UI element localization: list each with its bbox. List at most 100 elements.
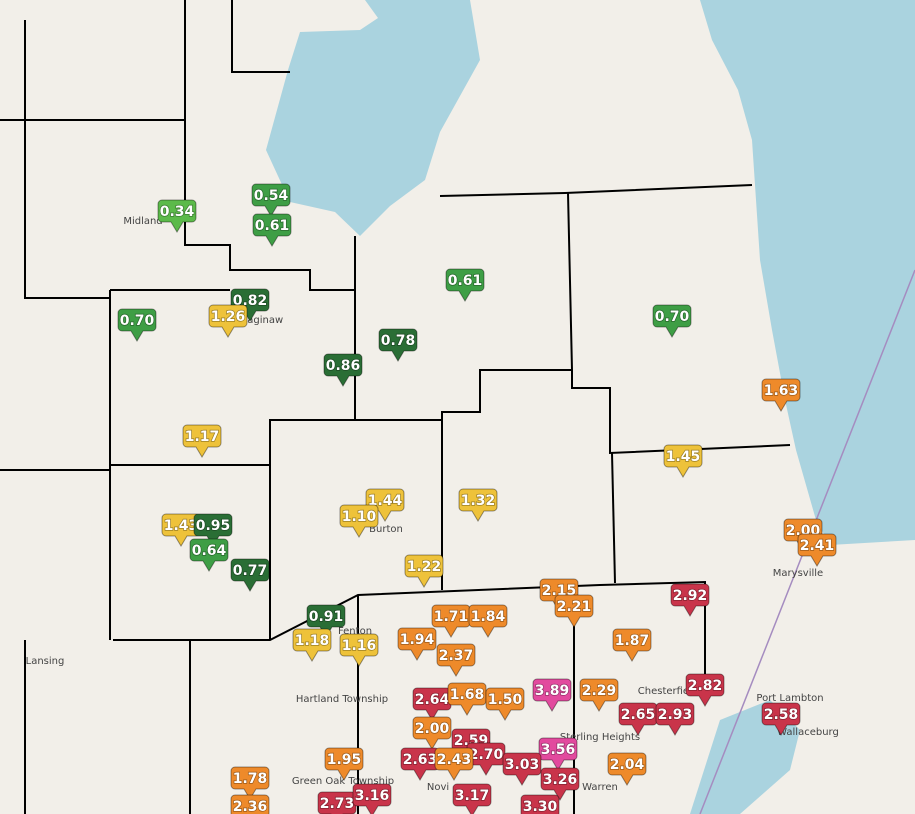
marker-pin [502, 752, 542, 786]
marker-pin [520, 794, 560, 814]
marker[interactable]: 0.70 [652, 304, 692, 338]
lake-huron [700, 0, 915, 545]
marker-label: 3.17 [455, 788, 490, 804]
marker[interactable]: 1.50 [485, 687, 525, 721]
marker[interactable]: 2.00 [412, 716, 452, 750]
marker[interactable]: 2.82 [685, 673, 725, 707]
marker-pin [761, 378, 801, 412]
marker[interactable]: 0.86 [323, 353, 363, 387]
marker[interactable]: 3.30 [520, 794, 560, 814]
marker[interactable]: 0.61 [252, 213, 292, 247]
marker[interactable]: 3.16 [352, 783, 392, 814]
marker-label: 0.95 [196, 518, 231, 534]
marker[interactable]: 1.94 [397, 627, 437, 661]
marker-label: 3.89 [535, 683, 570, 699]
marker-label: 2.82 [688, 678, 723, 694]
marker-pin [251, 183, 291, 217]
marker[interactable]: 0.95 [193, 513, 233, 547]
marker[interactable]: 2.59 [451, 728, 491, 762]
marker-pin [612, 628, 652, 662]
place-label: Marysville [773, 568, 823, 579]
marker[interactable]: 1.26 [208, 304, 248, 338]
marker-label: 2.63 [403, 752, 438, 768]
markers: 0.340.540.610.610.820.70 1.260.780.860.70… [117, 183, 837, 814]
marker[interactable]: 0.70 [117, 308, 157, 342]
marker[interactable]: 2.65 [618, 702, 658, 736]
marker-pin [447, 682, 487, 716]
marker-label: 0.34 [160, 204, 195, 220]
marker[interactable]: 0.34 [157, 199, 197, 233]
marker[interactable]: 0.64 [189, 538, 229, 572]
marker[interactable]: 1.16 [339, 633, 379, 667]
marker-label: 2.43 [437, 752, 472, 768]
marker-label: 1.50 [488, 692, 523, 708]
marker[interactable]: 0.77 [230, 558, 270, 592]
marker-pin [538, 737, 578, 771]
marker-label: 2.70 [469, 747, 504, 763]
place-label: Green Oak Township [292, 776, 394, 787]
marker[interactable]: 1.44 [365, 488, 405, 522]
marker-pin [663, 444, 703, 478]
marker[interactable]: 2.73 [317, 791, 357, 814]
place-label: Warren [582, 782, 618, 793]
marker[interactable]: 2.04 [607, 752, 647, 786]
marker-label: 1.10 [342, 509, 377, 525]
marker[interactable]: 1.43 [161, 513, 201, 547]
marker[interactable]: 3.17 [452, 783, 492, 814]
marker-label: 2.36 [233, 799, 268, 814]
marker[interactable]: 0.61 [445, 268, 485, 302]
marker[interactable]: 2.93 [655, 702, 695, 736]
marker[interactable]: 2.64 [412, 687, 452, 721]
marker[interactable]: 3.26 [540, 767, 580, 801]
marker[interactable]: 1.10 [339, 504, 379, 538]
marker[interactable]: 2.41 [797, 533, 837, 567]
marker[interactable]: 2.21 [554, 594, 594, 628]
marker-label: 1.95 [327, 752, 362, 768]
marker-label: 2.93 [658, 707, 693, 723]
marker[interactable]: 1.18 [292, 628, 332, 662]
marker-label: 0.70 [120, 313, 155, 329]
marker[interactable]: 1.17 [182, 424, 222, 458]
marker[interactable]: 2.29 [579, 678, 619, 712]
marker[interactable]: 1.45 [663, 444, 703, 478]
marker-pin [397, 627, 437, 661]
place-label: Novi [427, 782, 449, 793]
marker[interactable]: 1.71 [431, 604, 471, 638]
marker-label: 0.54 [254, 188, 289, 204]
marker[interactable]: 1.84 [468, 604, 508, 638]
place-label: Saginaw [241, 315, 283, 326]
marker[interactable]: 2.63 [400, 747, 440, 781]
marker[interactable]: 3.03 [502, 752, 542, 786]
marker[interactable]: 2.43 [434, 747, 474, 781]
marker-label: 2.58 [764, 707, 799, 723]
marker[interactable]: 0.78 [378, 328, 418, 362]
marker-pin [339, 504, 379, 538]
marker[interactable]: 1.32 [458, 488, 498, 522]
marker[interactable]: 2.92 [670, 583, 710, 617]
marker-label: 1.94 [400, 632, 435, 648]
marker-label: 2.65 [621, 707, 656, 723]
marker[interactable]: 3.56 [538, 737, 578, 771]
marker[interactable]: 1.87 [612, 628, 652, 662]
marker-label: 3.30 [523, 799, 558, 814]
marker[interactable]: 1.78 [230, 766, 270, 800]
marker-pin [230, 766, 270, 800]
marker[interactable]: 1.95 [324, 747, 364, 781]
marker-pin [670, 583, 710, 617]
marker[interactable]: 3.89 [532, 678, 572, 712]
marker-pin [540, 767, 580, 801]
marker[interactable]: 2.70 [466, 742, 506, 776]
marker[interactable]: 0.54 [251, 183, 291, 217]
marker[interactable]: 1.63 [761, 378, 801, 412]
marker[interactable]: 1.22 [404, 554, 444, 588]
marker-pin [292, 628, 332, 662]
saginaw-bay [266, 0, 480, 236]
marker[interactable]: 2.58 [761, 702, 801, 736]
marker[interactable]: 2.36 [230, 794, 270, 814]
marker[interactable]: 2.37 [436, 643, 476, 677]
marker-label: 0.91 [309, 609, 344, 625]
marker[interactable]: 1.68 [447, 682, 487, 716]
marker-pin [230, 288, 270, 322]
marker-pin [434, 747, 474, 781]
marker-label: 1.87 [615, 633, 650, 649]
